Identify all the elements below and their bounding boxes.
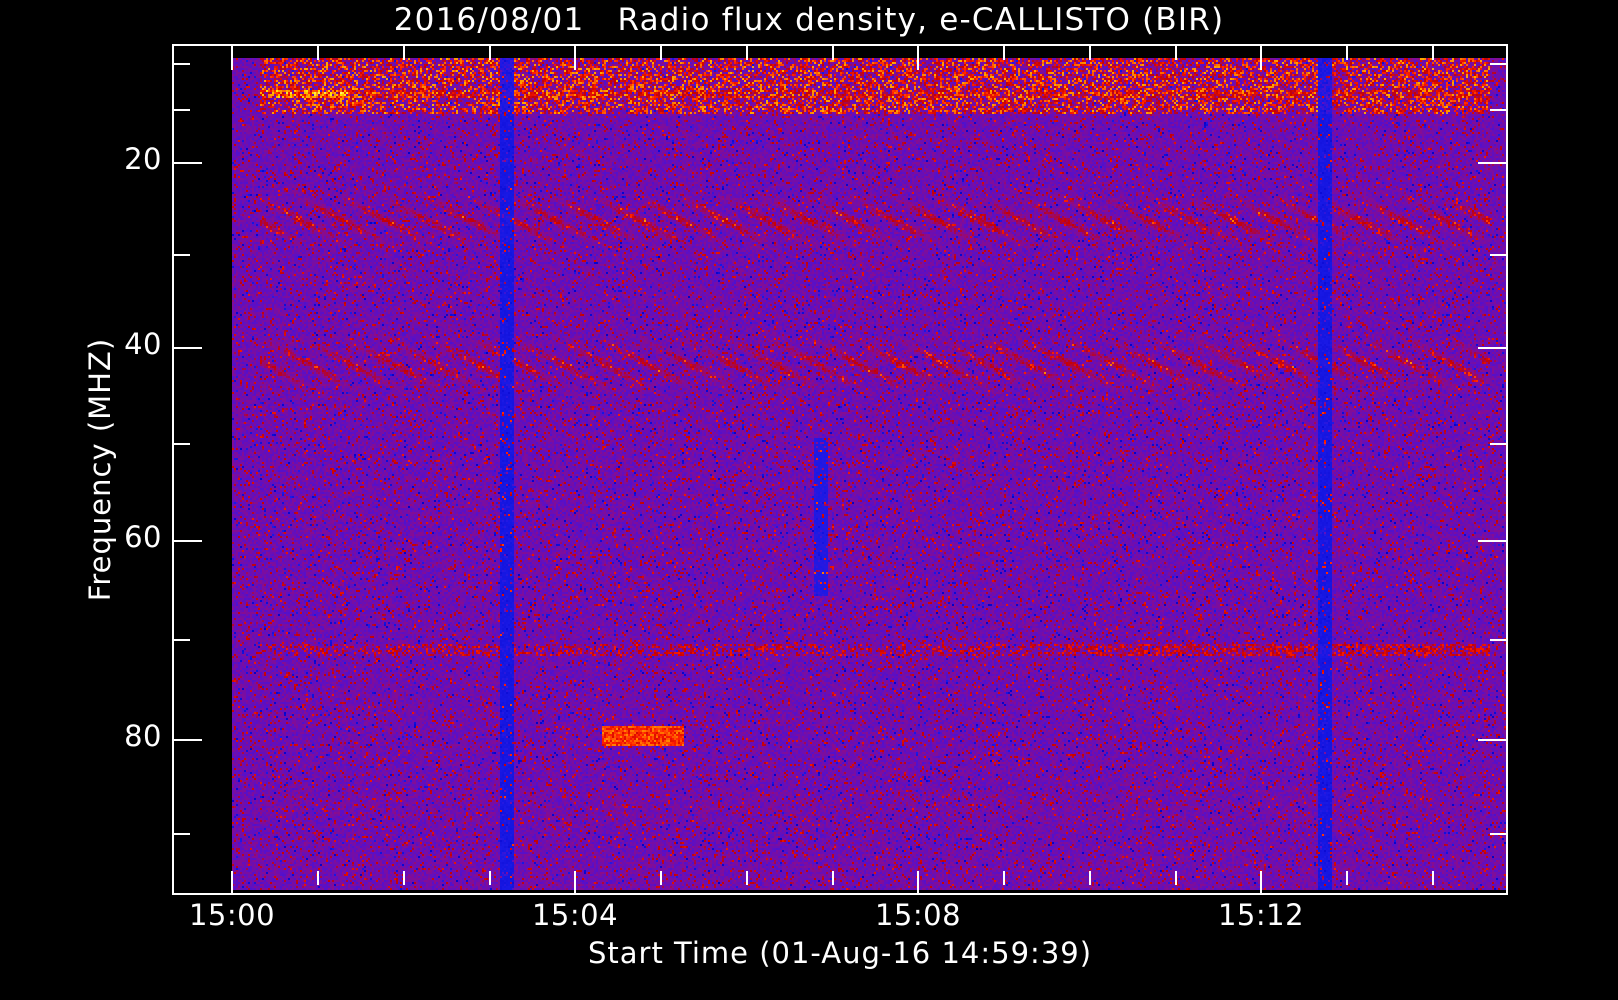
y-tick-major — [174, 347, 202, 349]
y-tick-major — [174, 162, 202, 164]
x-tick-label: 15:12 — [1217, 898, 1305, 932]
y-tick-minor — [174, 833, 190, 835]
y-tick-minor-right — [1490, 833, 1506, 835]
x-tick-minor-top — [1003, 46, 1005, 60]
y-tick-label: 60 — [124, 520, 162, 554]
y-tick-minor — [174, 254, 190, 256]
x-tick-major-top — [574, 46, 576, 70]
y-tick-minor-right — [1490, 639, 1506, 641]
x-tick-minor — [403, 871, 405, 885]
x-tick-label: 15:04 — [531, 898, 619, 932]
x-tick-minor-top — [1089, 46, 1091, 60]
x-tick-minor-top — [746, 46, 748, 60]
x-tick-minor — [1432, 871, 1434, 885]
x-tick-label: 15:08 — [874, 898, 962, 932]
y-tick-minor-right — [1490, 443, 1506, 445]
x-tick-minor — [1346, 871, 1348, 885]
x-tick-minor — [1089, 871, 1091, 885]
x-tick-major-top — [231, 46, 233, 70]
x-tick-minor-top — [317, 46, 319, 60]
x-tick-major-top — [917, 46, 919, 70]
x-tick-minor-top — [1175, 46, 1177, 60]
spectrogram-image — [232, 58, 1506, 890]
x-tick-minor-top — [489, 46, 491, 60]
x-tick-minor-top — [1346, 46, 1348, 60]
y-tick-major-right — [1478, 162, 1506, 164]
x-tick-minor — [317, 871, 319, 885]
y-tick-major-right — [1478, 347, 1506, 349]
x-tick-label: 15:00 — [188, 898, 276, 932]
x-tick-minor — [746, 871, 748, 885]
y-tick-major-right — [1478, 739, 1506, 741]
x-tick-major — [917, 871, 919, 895]
y-tick-major — [174, 739, 202, 741]
x-axis-caption: Start Time (01-Aug-16 14:59:39) — [587, 936, 1093, 970]
y-tick-minor-right — [1490, 109, 1506, 111]
y-tick-label: 40 — [124, 327, 162, 361]
x-tick-minor-top — [832, 46, 834, 60]
x-tick-major-top — [1260, 46, 1262, 70]
x-tick-minor-top — [660, 46, 662, 60]
x-tick-minor — [489, 871, 491, 885]
x-tick-major — [574, 871, 576, 895]
x-tick-minor — [660, 871, 662, 885]
y-tick-minor — [174, 639, 190, 641]
y-tick-label: 80 — [124, 719, 162, 753]
y-tick-minor — [174, 109, 190, 111]
x-tick-minor — [832, 871, 834, 885]
y-tick-minor-right — [1490, 254, 1506, 256]
y-tick-label: 20 — [124, 142, 162, 176]
y-tick-minor — [174, 63, 190, 65]
y-tick-minor — [174, 443, 190, 445]
x-tick-minor — [1175, 871, 1177, 885]
x-tick-minor-top — [403, 46, 405, 60]
y-tick-minor-right — [1490, 63, 1506, 65]
x-tick-minor-top — [1432, 46, 1434, 60]
y-axis-caption: Frequency (MHZ) — [83, 337, 117, 602]
y-tick-major — [174, 540, 202, 542]
x-tick-major — [231, 871, 233, 895]
y-tick-major-right — [1478, 540, 1506, 542]
x-tick-major — [1260, 871, 1262, 895]
page-title: 2016/08/01 Radio flux density, e-CALLIST… — [393, 2, 1225, 38]
x-tick-minor — [1003, 871, 1005, 885]
